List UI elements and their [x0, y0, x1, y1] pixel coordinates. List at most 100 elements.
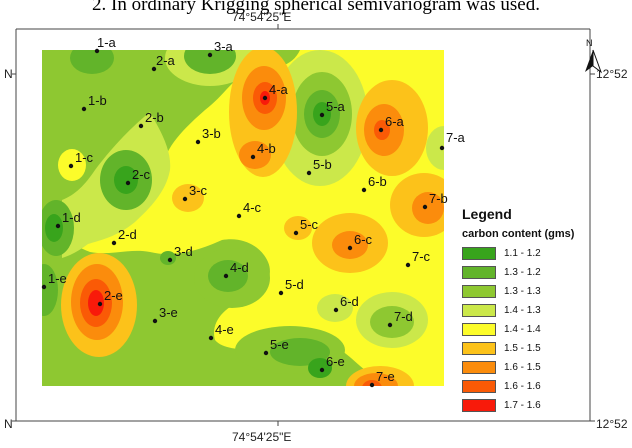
legend-swatch [462, 380, 496, 393]
legend-title: Legend [462, 206, 512, 222]
sample-point-label: 2-d [118, 227, 137, 242]
left-bottom-tick-label: N [4, 417, 13, 431]
sample-point-label: 7-a [446, 130, 466, 145]
sample-point-marker [319, 367, 325, 373]
sample-point-marker [422, 204, 428, 210]
legend-swatch [462, 399, 496, 412]
legend-swatch [462, 247, 496, 260]
sample-point-label: 4-c [243, 200, 262, 215]
patch-1d-core [45, 214, 63, 242]
legend-swatch [462, 342, 496, 355]
hotspot-5c-outer [284, 216, 312, 240]
sample-point-label: 3-a [214, 39, 234, 54]
north-arrow-label: N [586, 38, 593, 48]
sample-point-marker [207, 52, 213, 58]
legend-item-label: 1.3 - 1.2 [504, 267, 541, 278]
sample-point-marker [319, 112, 325, 118]
sample-point-marker [369, 382, 375, 388]
sample-point-label: 3-b [202, 126, 221, 141]
sample-point-label: 4-b [257, 141, 276, 156]
sample-point-marker [361, 187, 367, 193]
left-top-tick-label: N [4, 67, 13, 81]
sample-point-label: 7-c [412, 249, 431, 264]
sample-point-label: 1-c [75, 150, 94, 165]
sample-point-label: 2-e [104, 288, 123, 303]
sample-point-label: 1-d [62, 210, 81, 225]
legend-item-label: 1.1 - 1.2 [504, 248, 541, 259]
sample-point-label: 2-b [145, 110, 164, 125]
legend-subtitle: carbon content (gms) [462, 228, 575, 240]
sample-point-marker [97, 301, 103, 307]
sample-point-marker [236, 213, 242, 219]
sample-point-marker [263, 350, 269, 356]
legend-item: 1.4 - 1.3 [462, 301, 612, 320]
sample-point-marker [41, 284, 47, 290]
sample-point-label: 2-a [156, 53, 176, 68]
sample-point-marker [55, 223, 61, 229]
legend-item-label: 1.5 - 1.5 [504, 343, 541, 354]
sample-point-label: 7-d [394, 309, 413, 324]
legend-item-label: 1.6 - 1.6 [504, 381, 541, 392]
legend-item: 1.6 - 1.5 [462, 358, 612, 377]
legend-items: 1.1 - 1.2 1.3 - 1.2 1.3 - 1.3 1.4 - 1.3 1.4 … [462, 244, 612, 415]
legend-swatch [462, 323, 496, 336]
sample-point-label: 6-c [354, 232, 373, 247]
sample-point-label: 3-c [189, 183, 208, 198]
legend-item-label: 1.4 - 1.4 [504, 324, 541, 335]
figure-caption: 2. In ordinary Krigging spherical semiva… [92, 0, 540, 15]
hotspot-4b-mid [239, 141, 271, 169]
sample-point-label: 5-e [270, 337, 289, 352]
legend-item: 1.1 - 1.2 [462, 244, 612, 263]
north-arrow: N [582, 38, 604, 84]
sample-point-label: 5-b [313, 157, 332, 172]
sample-point-marker [151, 66, 157, 72]
sample-point-label: 5-d [285, 277, 304, 292]
sample-point-marker [223, 273, 229, 279]
sample-point-marker [378, 127, 384, 133]
legend-item-label: 1.4 - 1.3 [504, 305, 541, 316]
sample-point-marker [94, 48, 100, 54]
sample-point-label: 5-c [300, 217, 319, 232]
patch-3a-mid [184, 50, 236, 74]
legend-item: 1.3 - 1.2 [462, 263, 612, 282]
sample-point-label: 6-e [326, 354, 345, 369]
sample-point-label: 2-c [132, 167, 151, 182]
sample-point-marker [152, 318, 158, 324]
sample-point-label: 1-e [48, 271, 67, 286]
sample-point-marker [208, 335, 214, 341]
sample-point-marker [387, 322, 393, 328]
sample-point-label: 3-e [159, 305, 178, 320]
hotspot-7b-mid [412, 192, 444, 224]
sample-point-label: 6-b [368, 174, 387, 189]
hotspot-3c-outer [172, 184, 204, 212]
hotspot-6c-mid [332, 231, 368, 259]
legend-swatch [462, 285, 496, 298]
right-bottom-latitude-label: 12°52 [596, 417, 628, 431]
sample-point-label: 1-a [97, 35, 117, 50]
sample-point-marker [262, 95, 268, 101]
sample-point-label: 3-d [174, 244, 193, 259]
north-arrow-icon [585, 49, 603, 74]
sample-point-label: 5-a [326, 99, 346, 114]
patch-1a-mid [70, 50, 114, 74]
sample-point-marker [68, 163, 74, 169]
legend-swatch [462, 361, 496, 374]
legend-item-label: 1.7 - 1.6 [504, 400, 541, 411]
legend-item: 1.5 - 1.5 [462, 339, 612, 358]
legend-item: 1.3 - 1.3 [462, 282, 612, 301]
patch-1e-mid [42, 264, 58, 316]
sample-point-label: 1-b [88, 93, 107, 108]
sample-points: 1-a 2-a 3-a 4-a 5-a 6-a 7-a 1-b 2-b 3-b 4-b 5-b 6-b 7… [41, 35, 466, 388]
sample-point-marker [293, 230, 299, 236]
sample-point-label: 4-d [230, 260, 249, 275]
sample-point-marker [138, 123, 144, 129]
sample-point-marker [405, 262, 411, 268]
top-longitude-label: 74°54'25"E [232, 10, 292, 24]
sample-point-marker [333, 307, 339, 313]
sample-point-marker [278, 290, 284, 296]
sample-point-marker [195, 139, 201, 145]
patch-6d-light [317, 294, 353, 322]
patch-7d-mid [370, 306, 414, 338]
hotspot-2e-core [88, 290, 104, 316]
